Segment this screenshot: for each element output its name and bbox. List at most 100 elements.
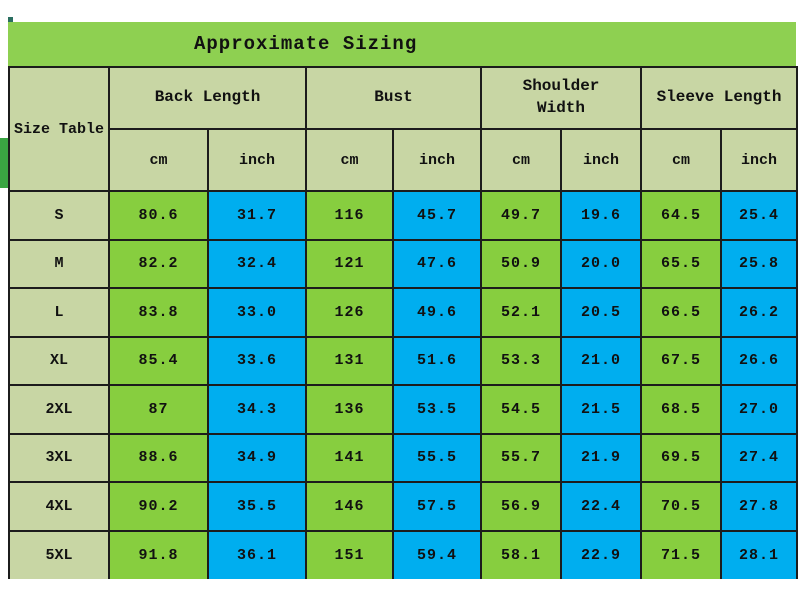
group-header-back-length: Back Length xyxy=(108,66,307,130)
unit-header-cm: cm xyxy=(640,128,722,192)
group-header-bust: Bust xyxy=(305,66,482,130)
value-cell: 55.7 xyxy=(480,432,562,483)
table-row-2xl: 2XL 87 34.3 136 53.5 54.5 21.5 68.5 27.0 xyxy=(8,384,799,435)
value-cell: 52.1 xyxy=(480,287,562,338)
value-cell: 50.9 xyxy=(480,238,562,289)
unit-header-inch: inch xyxy=(392,128,482,192)
value-cell: 32.4 xyxy=(207,238,307,289)
group-header-shoulder-width: Shoulder Width xyxy=(480,66,642,130)
value-cell: 69.5 xyxy=(640,432,722,483)
value-cell: 25.4 xyxy=(719,190,799,241)
group-header-row: Size Table Back Length Bust Shoulder Wid… xyxy=(8,66,799,192)
value-cell: 45.7 xyxy=(392,190,482,241)
value-cell: 64.5 xyxy=(640,190,722,241)
value-cell: 28.1 xyxy=(719,529,799,579)
value-cell: 20.0 xyxy=(560,238,642,289)
size-label: 3XL xyxy=(8,432,110,483)
value-cell: 116 xyxy=(305,190,394,241)
value-cell: 136 xyxy=(305,384,394,435)
value-cell: 26.6 xyxy=(719,335,799,386)
value-cell: 66.5 xyxy=(640,287,722,338)
size-label: S xyxy=(8,190,110,241)
value-cell: 90.2 xyxy=(108,481,209,532)
value-cell: 22.9 xyxy=(560,529,642,579)
value-cell: 27.0 xyxy=(719,384,799,435)
value-cell: 88.6 xyxy=(108,432,209,483)
value-cell: 121 xyxy=(305,238,394,289)
value-cell: 56.9 xyxy=(480,481,562,532)
size-label: 2XL xyxy=(8,384,110,435)
value-cell: 26.2 xyxy=(719,287,799,338)
value-cell: 31.7 xyxy=(207,190,307,241)
value-cell: 65.5 xyxy=(640,238,722,289)
unit-header-cm: cm xyxy=(305,128,394,192)
table-row-3xl: 3XL 88.6 34.9 141 55.5 55.7 21.9 69.5 27… xyxy=(8,432,799,483)
value-cell: 71.5 xyxy=(640,529,722,579)
value-cell: 141 xyxy=(305,432,394,483)
table-row-l: L 83.8 33.0 126 49.6 52.1 20.5 66.5 26.2 xyxy=(8,287,799,338)
size-label: L xyxy=(8,287,110,338)
page-title: Approximate Sizing xyxy=(194,33,418,55)
value-cell: 54.5 xyxy=(480,384,562,435)
size-label: 5XL xyxy=(8,529,110,579)
value-cell: 27.8 xyxy=(719,481,799,532)
value-cell: 131 xyxy=(305,335,394,386)
size-label: 4XL xyxy=(8,481,110,532)
value-cell: 25.8 xyxy=(719,238,799,289)
value-cell: 146 xyxy=(305,481,394,532)
corner-header-size-table: Size Table xyxy=(8,66,110,192)
value-cell: 53.3 xyxy=(480,335,562,386)
value-cell: 151 xyxy=(305,529,394,579)
value-cell: 47.6 xyxy=(392,238,482,289)
value-cell: 80.6 xyxy=(108,190,209,241)
value-cell: 22.4 xyxy=(560,481,642,532)
value-cell: 55.5 xyxy=(392,432,482,483)
value-cell: 126 xyxy=(305,287,394,338)
value-cell: 83.8 xyxy=(108,287,209,338)
value-cell: 53.5 xyxy=(392,384,482,435)
value-cell: 33.6 xyxy=(207,335,307,386)
unit-header-inch: inch xyxy=(207,128,307,192)
value-cell: 91.8 xyxy=(108,529,209,579)
value-cell: 82.2 xyxy=(108,238,209,289)
size-label: M xyxy=(8,238,110,289)
value-cell: 87 xyxy=(108,384,209,435)
value-cell: 51.6 xyxy=(392,335,482,386)
value-cell: 35.5 xyxy=(207,481,307,532)
size-table: Size Table Back Length Bust Shoulder Wid… xyxy=(8,66,799,579)
unit-header-cm: cm xyxy=(480,128,562,192)
value-cell: 21.5 xyxy=(560,384,642,435)
value-cell: 34.9 xyxy=(207,432,307,483)
value-cell: 27.4 xyxy=(719,432,799,483)
size-label: XL xyxy=(8,335,110,386)
value-cell: 67.5 xyxy=(640,335,722,386)
group-header-sleeve-length: Sleeve Length xyxy=(639,66,799,130)
value-cell: 36.1 xyxy=(207,529,307,579)
value-cell: 57.5 xyxy=(392,481,482,532)
value-cell: 58.1 xyxy=(480,529,562,579)
value-cell: 70.5 xyxy=(640,481,722,532)
corner-artifact-dot xyxy=(8,17,13,23)
table-row-5xl: 5XL 91.8 36.1 151 59.4 58.1 22.9 71.5 28… xyxy=(8,529,799,579)
value-cell: 68.5 xyxy=(640,384,722,435)
value-cell: 59.4 xyxy=(392,529,482,579)
table-row-xl: XL 85.4 33.6 131 51.6 53.3 21.0 67.5 26.… xyxy=(8,335,799,386)
unit-header-inch: inch xyxy=(719,128,799,192)
unit-header-row: cm inch cm inch cm inch cm inch xyxy=(9,128,799,192)
value-cell: 49.7 xyxy=(480,190,562,241)
value-cell: 34.3 xyxy=(207,384,307,435)
table-row-4xl: 4XL 90.2 35.5 146 57.5 56.9 22.4 70.5 27… xyxy=(8,481,799,532)
value-cell: 33.0 xyxy=(207,287,307,338)
unit-header-inch: inch xyxy=(560,128,642,192)
sizing-chart: Approximate Sizing Size Table Back Lengt… xyxy=(8,22,799,579)
value-cell: 85.4 xyxy=(108,335,209,386)
value-cell: 21.9 xyxy=(560,432,642,483)
title-banner: Approximate Sizing xyxy=(8,22,796,66)
table-row-s: S 80.6 31.7 116 45.7 49.7 19.6 64.5 25.4 xyxy=(8,190,799,241)
value-cell: 20.5 xyxy=(560,287,642,338)
value-cell: 49.6 xyxy=(392,287,482,338)
value-cell: 19.6 xyxy=(560,190,642,241)
value-cell: 21.0 xyxy=(560,335,642,386)
left-edge-green-strip xyxy=(0,138,8,188)
table-row-m: M 82.2 32.4 121 47.6 50.9 20.0 65.5 25.8 xyxy=(8,238,799,289)
